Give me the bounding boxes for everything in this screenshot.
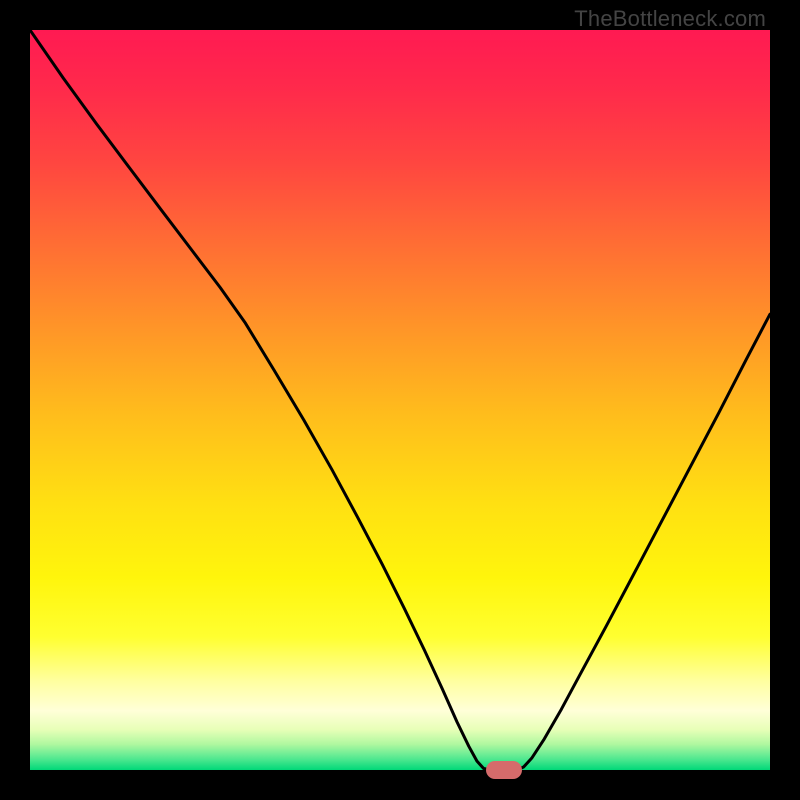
bottleneck-curve [30, 30, 770, 770]
chart-container: TheBottleneck.com [0, 0, 800, 800]
watermark-text: TheBottleneck.com [574, 6, 766, 32]
optimal-point-marker [486, 761, 522, 779]
plot-area [30, 30, 770, 770]
